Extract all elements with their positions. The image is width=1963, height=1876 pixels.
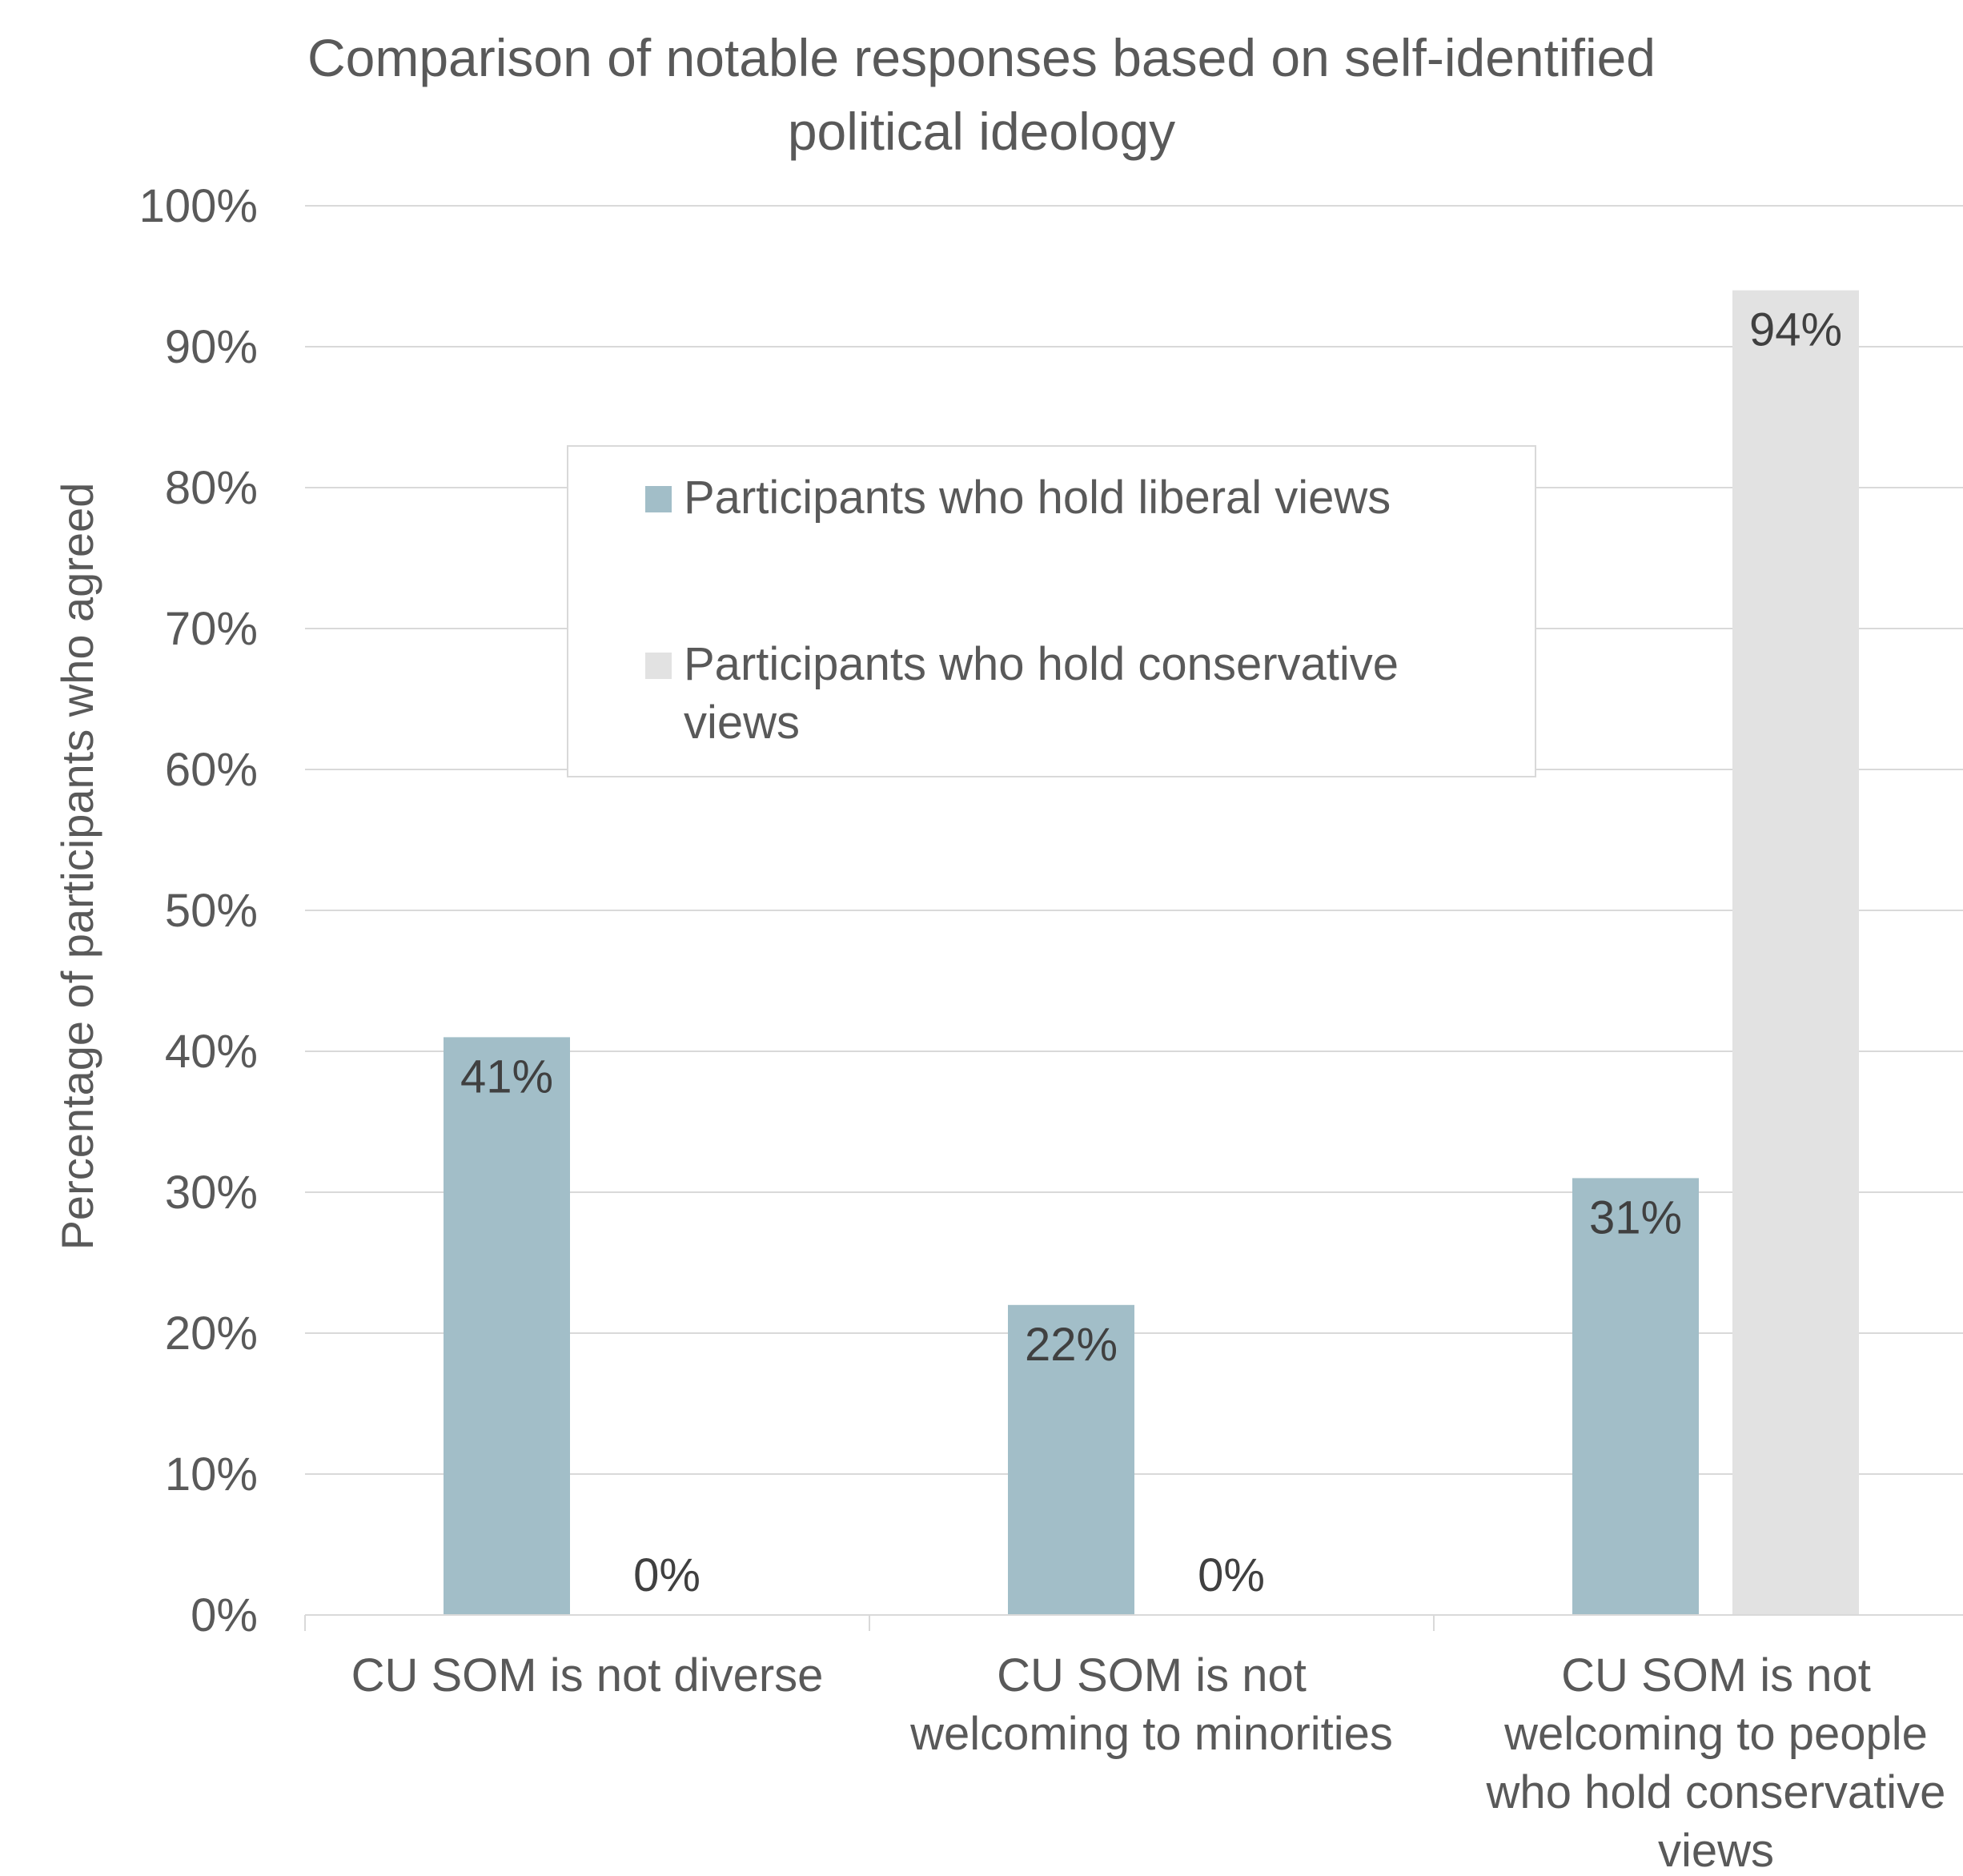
bars	[444, 290, 1859, 1616]
y-tick-label: 60%	[165, 744, 258, 796]
bar-conservative	[1732, 290, 1859, 1616]
legend-swatch-conservative	[645, 653, 672, 679]
y-tick-label: 70%	[165, 603, 258, 655]
x-tick-label: CU SOM is not	[1561, 1649, 1871, 1701]
data-labels: 41% 22% 31% 0% 0% 94%	[460, 304, 1842, 1601]
data-label: 31%	[1589, 1191, 1682, 1243]
legend-label-liberal: Participants who hold liberal views	[684, 472, 1391, 524]
x-tick-label: CU SOM is not	[997, 1649, 1307, 1701]
bar-liberal	[1008, 1304, 1134, 1615]
y-axis-label: Percentage of participants who agreed	[52, 483, 102, 1251]
y-tick-label: 90%	[165, 321, 258, 373]
data-label: 94%	[1749, 304, 1842, 356]
x-axis	[304, 1614, 1963, 1631]
bar-liberal	[1572, 1178, 1699, 1615]
data-label: 0%	[1198, 1549, 1265, 1601]
data-label: 0%	[633, 1549, 700, 1601]
x-tick-label: CU SOM is not diverse	[351, 1649, 824, 1701]
x-tick-label: welcoming to minorities	[909, 1708, 1393, 1760]
y-tick-label: 20%	[165, 1308, 258, 1360]
y-tick-label: 40%	[165, 1026, 258, 1078]
bar-liberal	[444, 1037, 570, 1615]
chart-title-line: political ideology	[788, 102, 1175, 161]
y-tick-label: 100%	[139, 180, 258, 232]
legend-swatch-liberal	[645, 486, 672, 512]
y-tick-label: 30%	[165, 1167, 258, 1219]
x-tick-label: who hold conservative	[1486, 1766, 1946, 1818]
y-axis-ticks: 0% 10% 20% 30% 40% 50% 60% 70% 80% 90% 100%	[139, 180, 258, 1641]
chart-title: Comparison of notable responses based on…	[307, 28, 1656, 161]
legend: Participants who hold liberal views Part…	[567, 445, 1536, 777]
x-tick-label: welcoming to people	[1503, 1708, 1928, 1760]
y-tick-label: 80%	[165, 462, 258, 514]
x-axis-ticks: CU SOM is not diverse CU SOM is not welcom…	[351, 1649, 1946, 1876]
x-tick-label: views	[1658, 1825, 1774, 1872]
y-tick-label: 10%	[165, 1448, 258, 1500]
data-label: 22%	[1025, 1319, 1118, 1371]
y-tick-label: 0%	[191, 1589, 258, 1641]
data-label: 41%	[460, 1050, 553, 1103]
legend-label-conservative: Participants who hold conservative	[684, 638, 1399, 690]
legend-box	[567, 445, 1536, 777]
legend-label-conservative: views	[684, 697, 800, 749]
chart-title-line: Comparison of notable responses based on…	[307, 28, 1656, 87]
y-tick-label: 50%	[165, 885, 258, 937]
